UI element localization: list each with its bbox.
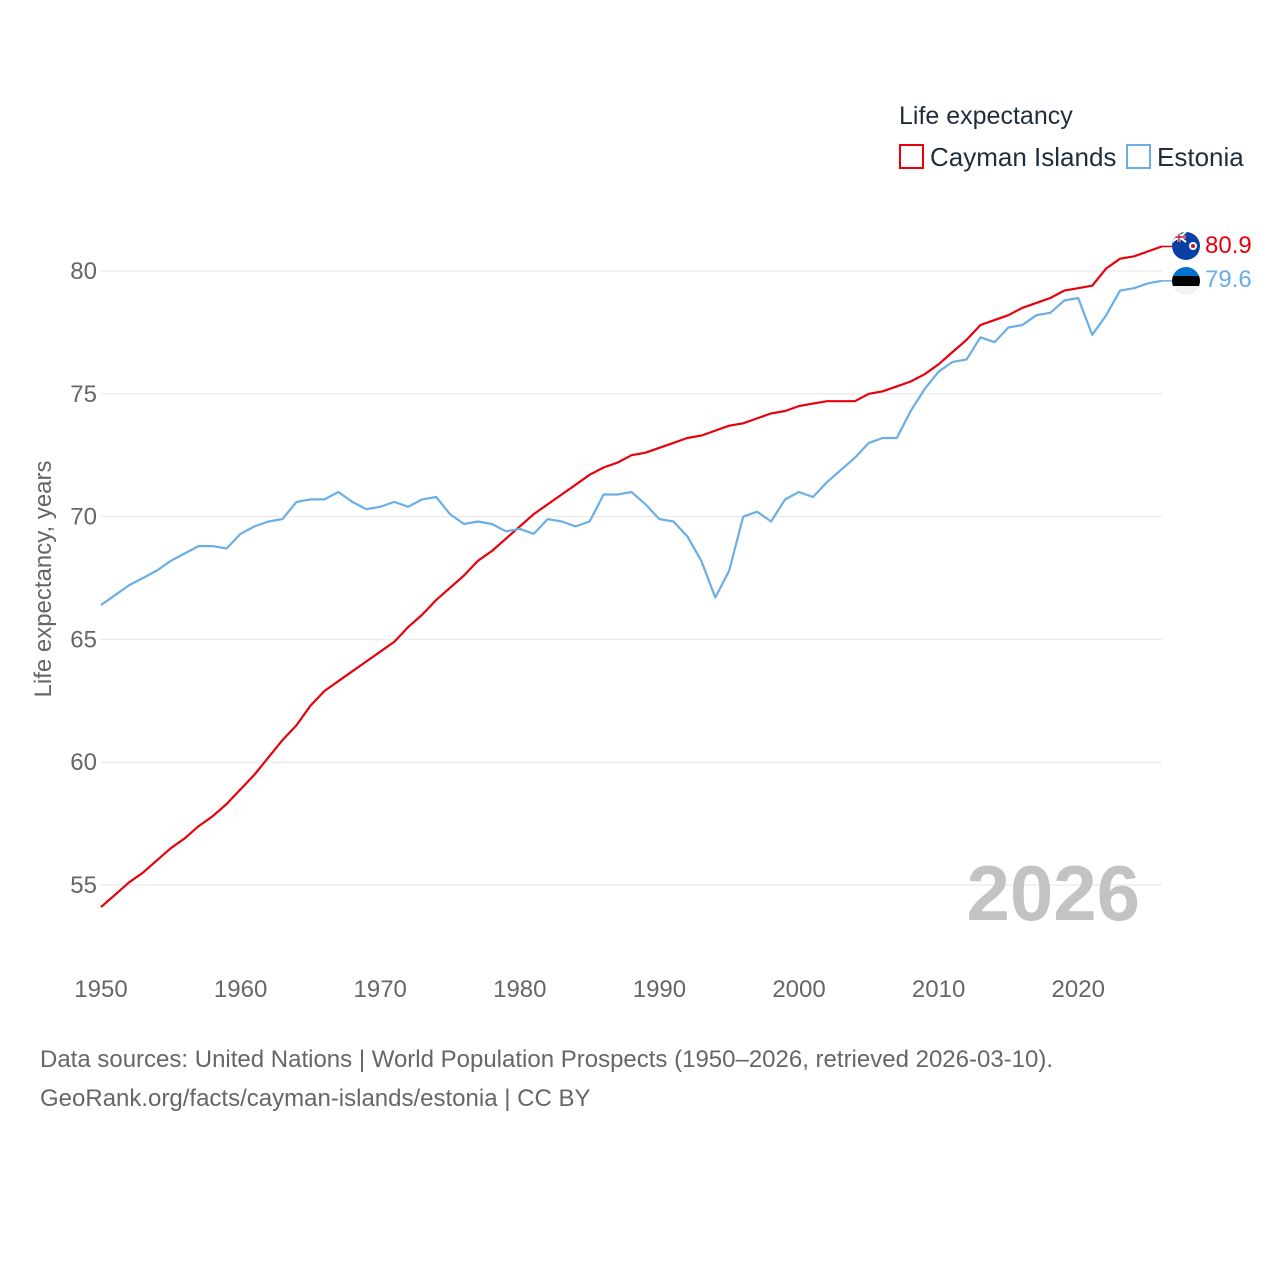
legend-label-cayman-islands[interactable]: Cayman Islands <box>930 142 1116 172</box>
legend-swatch-cayman-islands[interactable] <box>899 144 924 169</box>
estonia-flag-icon <box>1172 267 1200 295</box>
y-axis-ticks: 55 60 65 70 75 80 <box>70 258 97 899</box>
x-tick-label-2010: 2010 <box>912 976 965 1003</box>
x-tick-label-1950: 1950 <box>74 976 127 1003</box>
x-tick-label-1990: 1990 <box>633 976 686 1003</box>
y-axis-title: Life expectancy, years <box>30 460 57 697</box>
y-tick-label-60: 60 <box>70 749 97 776</box>
x-tick-label-1980: 1980 <box>493 976 546 1003</box>
footer: Data sources: United Nations | World Pop… <box>40 1040 1053 1118</box>
grid-lines <box>101 270 1162 886</box>
y-tick-label-65: 65 <box>70 626 97 653</box>
end-value-label-estonia: 79.6 <box>1205 266 1252 293</box>
series-line-cayman-islands[interactable] <box>100 245 1163 908</box>
end-value-label-cayman-islands: 80.9 <box>1205 232 1252 259</box>
life-expectancy-chart: 55 60 65 70 75 80 1950 1960 1970 1980 1990 2000 201… <box>30 102 1252 1003</box>
legend-swatch-estonia[interactable] <box>1126 144 1151 169</box>
year-label: 2026 <box>966 849 1140 937</box>
y-tick-label-70: 70 <box>70 504 97 531</box>
source-link-text[interactable]: GeoRank.org/facts/cayman-islands/estonia… <box>40 1085 591 1112</box>
legend-title: Life expectancy <box>899 102 1073 130</box>
data-sources-text: Data sources: United Nations | World Pop… <box>40 1046 1054 1073</box>
x-tick-label-2000: 2000 <box>772 976 825 1003</box>
y-tick-label-80: 80 <box>70 258 97 285</box>
series-group: 80.9 79.6 <box>100 232 1252 908</box>
x-tick-label-1960: 1960 <box>214 976 267 1003</box>
legend-label-estonia[interactable]: Estonia <box>1157 142 1244 172</box>
legend: Life expectancy Cayman Islands Estonia <box>899 102 1244 172</box>
x-tick-label-1970: 1970 <box>354 976 407 1003</box>
y-tick-label-75: 75 <box>70 381 97 408</box>
cayman-islands-flag-icon <box>1172 232 1200 260</box>
y-tick-label-55: 55 <box>70 872 97 899</box>
x-tick-label-2020: 2020 <box>1052 976 1105 1003</box>
series-line-estonia[interactable] <box>100 279 1163 606</box>
x-axis-ticks: 1950 1960 1970 1980 1990 2000 2010 2020 <box>74 976 1105 1003</box>
